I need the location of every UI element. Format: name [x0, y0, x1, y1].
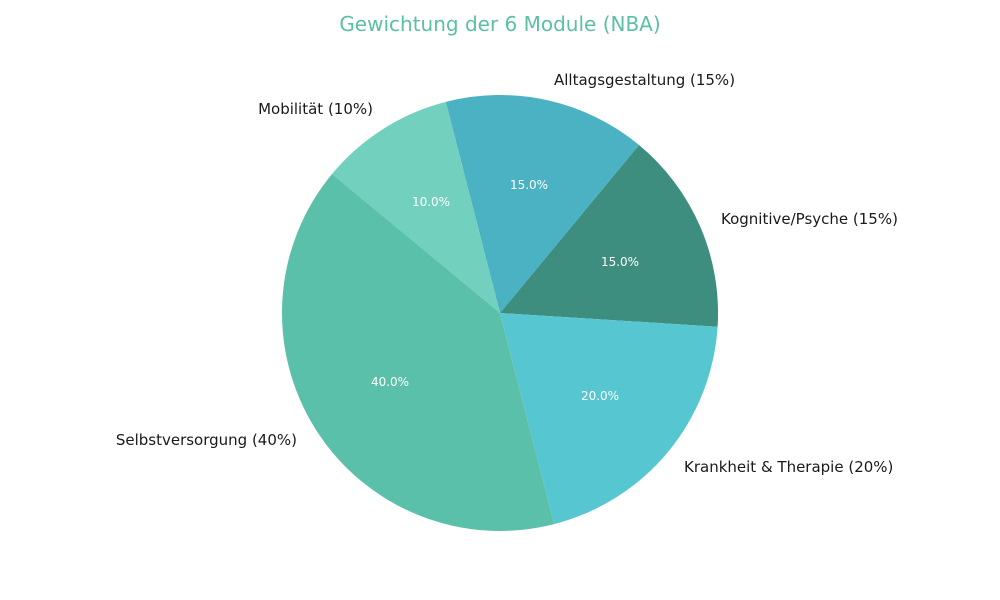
outer-label-mobilitaet: Mobilität (10%)	[258, 100, 373, 118]
slice-alltagsgestaltung	[445, 95, 639, 314]
outer-label-krankheit: Krankheit & Therapie (20%)	[684, 458, 893, 476]
outer-label-kognitive: Kognitive/Psyche (15%)	[721, 210, 898, 228]
pct-label-krankheit: 20.0%	[581, 389, 619, 403]
slice-selbstversorgung	[281, 174, 555, 531]
chart-title: Gewichtung der 6 Module (NBA)	[339, 12, 661, 36]
outer-labels: Kognitive/Psyche (15%) Alltagsgestaltung…	[116, 71, 898, 476]
pct-label-kognitive: 15.0%	[601, 255, 639, 269]
pct-label-alltag: 15.0%	[510, 178, 548, 192]
outer-label-selbst: Selbstversorgung (40%)	[116, 431, 297, 449]
slice-mobilitaet	[332, 101, 500, 314]
pct-label-mobilitaet: 10.0%	[412, 195, 450, 209]
slice-krankheit-therapie	[500, 313, 718, 525]
slice-kognitive-psyche	[500, 145, 719, 327]
pct-labels: 15.0% 15.0% 10.0% 40.0% 20.0%	[371, 178, 639, 403]
pct-label-selbst: 40.0%	[371, 375, 409, 389]
outer-label-alltag: Alltagsgestaltung (15%)	[554, 71, 735, 89]
pie-slices	[281, 95, 719, 531]
